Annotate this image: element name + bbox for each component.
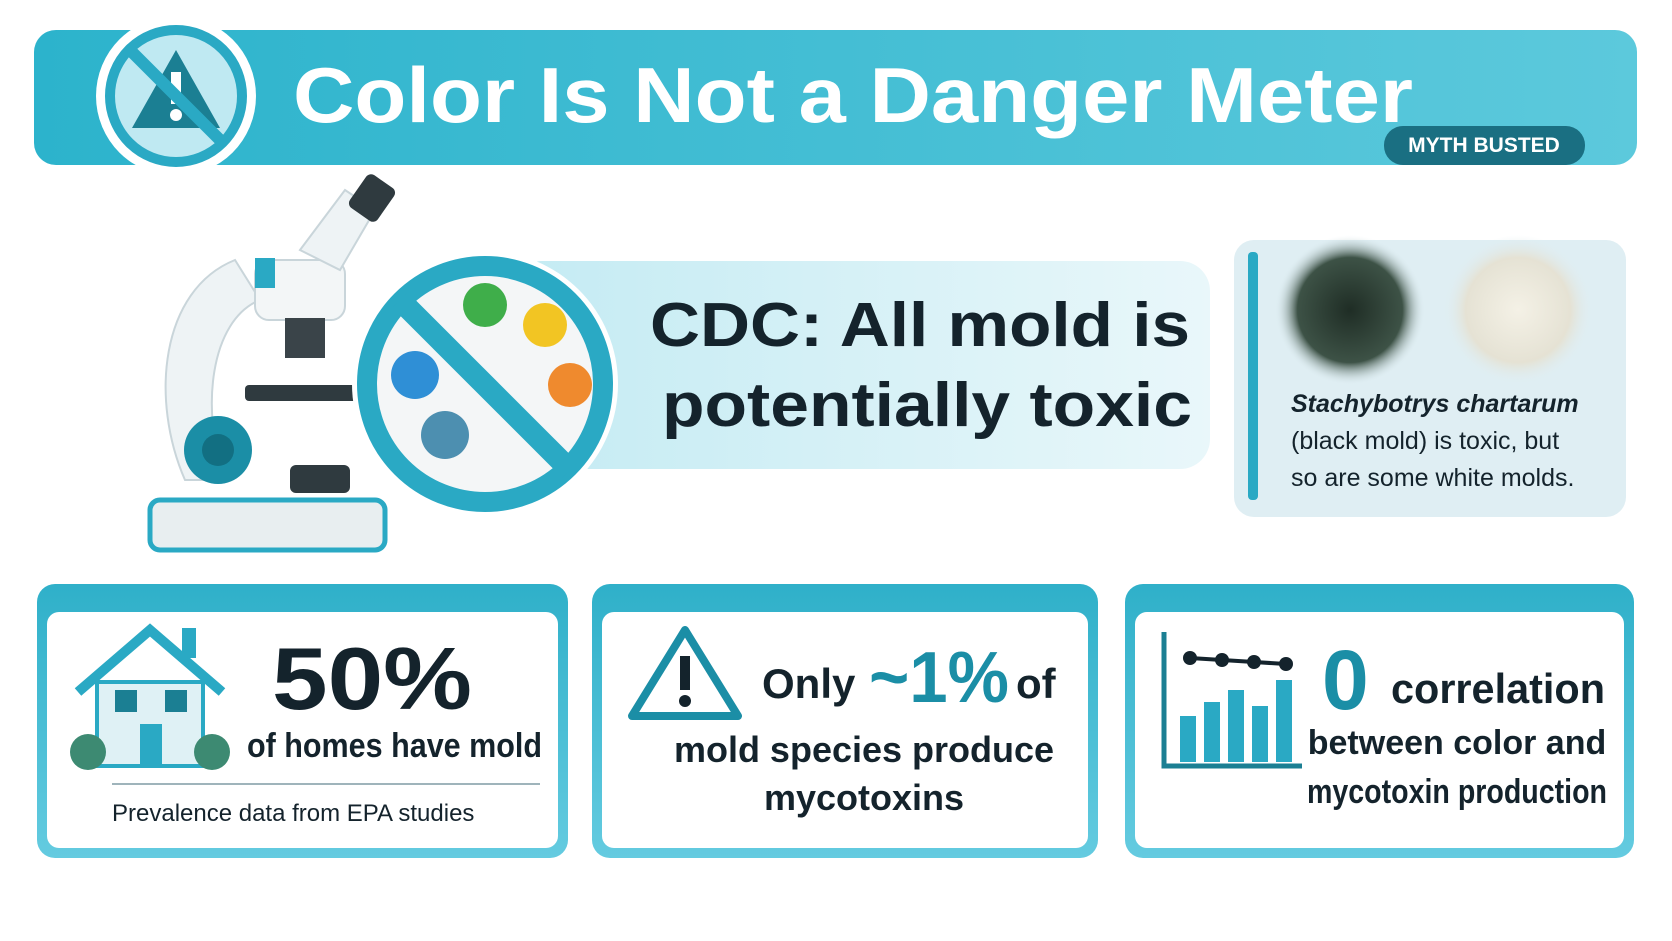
- chart-icon: [1161, 632, 1302, 769]
- callout-line: CDC: All mold is: [650, 291, 1190, 360]
- stat-text: mold species produce: [674, 729, 1054, 770]
- title: Color Is Not a Danger Meter: [293, 51, 1413, 139]
- stat-text: of homes have mold: [247, 727, 542, 765]
- badge-text: MYTH BUSTED: [1408, 134, 1560, 157]
- callout-line: potentially toxic: [662, 371, 1192, 440]
- stat-card: Only ~1% of mold species produce mycotox…: [592, 584, 1098, 858]
- badge: [1384, 126, 1585, 165]
- stat-value: 0: [1322, 633, 1369, 727]
- stat-value: 50%: [272, 629, 472, 728]
- header-bar: [34, 30, 1637, 165]
- species-name: Stachybotrys chartarum: [1291, 390, 1579, 418]
- house-icon: [70, 623, 230, 770]
- stat-card: 50% of homes have mold Prevalence data f…: [37, 584, 568, 858]
- microscope-illustration: [147, 174, 396, 553]
- mold-text: (black mold) is toxic, but: [1291, 427, 1559, 455]
- stat-prefix: Only: [762, 660, 856, 707]
- black-mold-image: [1275, 235, 1425, 385]
- warning-icon: [628, 626, 742, 720]
- mold-card-accent: [1248, 252, 1258, 500]
- stat-value: ~1%: [869, 638, 1009, 718]
- prohibited-palette-icon: [352, 251, 618, 517]
- stat-suffix: of: [1016, 660, 1057, 707]
- stat-card: 0 correlation between color and mycotoxi…: [1125, 584, 1634, 858]
- stat-suffix: correlation: [1391, 665, 1605, 712]
- prohibited-warning-icon: [96, 16, 256, 176]
- stat-text: mycotoxins: [764, 777, 964, 818]
- stat-text: mycotoxin production: [1307, 773, 1607, 811]
- mold-text: so are some white molds.: [1291, 464, 1574, 492]
- white-mold-image: [1443, 235, 1593, 385]
- stat-text: between color and: [1308, 724, 1607, 762]
- callout-box: [512, 261, 1210, 469]
- stat-note: Prevalence data from EPA studies: [112, 800, 474, 827]
